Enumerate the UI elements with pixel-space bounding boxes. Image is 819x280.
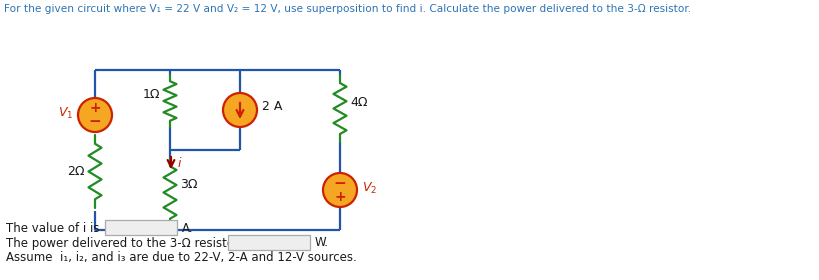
Text: −: − bbox=[88, 115, 102, 129]
Text: The power delivered to the 3-Ω resistor is: The power delivered to the 3-Ω resistor … bbox=[6, 237, 252, 249]
Text: 2 A: 2 A bbox=[262, 101, 283, 113]
Text: −: − bbox=[333, 176, 346, 190]
Circle shape bbox=[223, 93, 257, 127]
Text: A.: A. bbox=[182, 221, 193, 235]
Text: 1Ω: 1Ω bbox=[143, 88, 160, 102]
FancyBboxPatch shape bbox=[228, 235, 310, 250]
Text: $i$: $i$ bbox=[177, 156, 183, 170]
Circle shape bbox=[323, 173, 357, 207]
Text: The value of i is: The value of i is bbox=[6, 221, 99, 235]
Text: W.: W. bbox=[315, 237, 329, 249]
Text: $V_2$: $V_2$ bbox=[362, 180, 378, 195]
Text: +: + bbox=[334, 190, 346, 204]
Text: 3Ω: 3Ω bbox=[180, 179, 197, 192]
Text: 4Ω: 4Ω bbox=[350, 96, 368, 109]
Text: +: + bbox=[89, 101, 101, 115]
Text: $V_1$: $V_1$ bbox=[57, 106, 73, 121]
Circle shape bbox=[78, 98, 112, 132]
FancyBboxPatch shape bbox=[105, 220, 177, 235]
Text: Assume  i₁, i₂, and i₃ are due to 22-V, 2-A and 12-V sources.: Assume i₁, i₂, and i₃ are due to 22-V, 2… bbox=[6, 251, 357, 265]
Text: For the given circuit where V₁ = 22 V and V₂ = 12 V, use superposition to find i: For the given circuit where V₁ = 22 V an… bbox=[4, 4, 691, 14]
Text: 2Ω: 2Ω bbox=[67, 165, 85, 178]
